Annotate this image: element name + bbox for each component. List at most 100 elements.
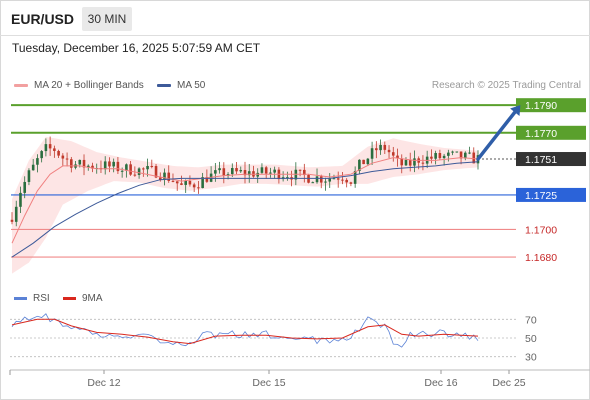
candle-body bbox=[57, 150, 60, 156]
candle-body bbox=[91, 165, 94, 169]
ma20-swatch-icon bbox=[14, 83, 28, 87]
ma50-legend-label: MA 50 bbox=[177, 80, 206, 91]
candle-body bbox=[391, 152, 395, 156]
candle-body bbox=[53, 148, 56, 151]
header-bar: EUR/USD 30 MIN bbox=[0, 0, 590, 36]
candle-body bbox=[434, 153, 437, 159]
price-tag-1.1700: 1.1700 bbox=[525, 224, 557, 236]
header-divider bbox=[0, 35, 590, 36]
datetime-label: Tuesday, December 16, 2025 5:07:59 AM CE… bbox=[12, 41, 261, 55]
candle-body bbox=[214, 170, 217, 174]
candle-body bbox=[264, 167, 268, 174]
rsi-line bbox=[11, 313, 479, 348]
candle-body bbox=[396, 155, 399, 159]
price-tag-box-1.1770 bbox=[516, 125, 586, 140]
price-tag-1.1770: 1.1770 bbox=[525, 128, 557, 140]
candle-body bbox=[10, 219, 14, 222]
price-tag-1.1751: 1.1751 bbox=[525, 154, 557, 166]
candle-body bbox=[86, 165, 90, 168]
rsi-legend-label: RSI bbox=[33, 293, 50, 304]
x-tick-label-3: Dec 25 bbox=[492, 377, 525, 389]
candle-body bbox=[82, 159, 86, 168]
candle-body bbox=[137, 168, 141, 175]
candle-body bbox=[125, 164, 128, 171]
candle-body bbox=[133, 174, 137, 176]
candle-body bbox=[315, 176, 319, 183]
candle-body bbox=[180, 183, 183, 185]
candle-body bbox=[463, 152, 467, 159]
candle-body bbox=[65, 158, 69, 160]
candle-body bbox=[451, 151, 454, 153]
candle-body bbox=[197, 187, 200, 189]
candle-body bbox=[235, 168, 238, 172]
timeframe-button[interactable]: 30 MIN bbox=[82, 7, 132, 31]
candle-body bbox=[61, 155, 65, 159]
symbol-label: EUR/USD bbox=[11, 11, 75, 27]
candle-body bbox=[19, 192, 22, 207]
candle-body bbox=[218, 168, 221, 171]
candle-body bbox=[192, 184, 196, 188]
candle-body bbox=[239, 170, 243, 172]
candle-body bbox=[447, 152, 450, 156]
legend-ma20: MA 20 + Bollinger Bands bbox=[14, 80, 144, 91]
x-tick-label-0: Dec 12 bbox=[87, 377, 120, 389]
candle-body bbox=[459, 151, 463, 159]
candle-body bbox=[387, 149, 391, 153]
candle-body bbox=[319, 176, 323, 183]
candle-body bbox=[222, 168, 226, 176]
candle-body bbox=[366, 158, 370, 165]
x-tick-label-1: Dec 15 bbox=[252, 377, 285, 389]
candle-body bbox=[324, 181, 327, 183]
candle-body bbox=[31, 164, 35, 171]
candle-body bbox=[158, 177, 162, 180]
rsi-swatch-icon bbox=[14, 296, 27, 300]
candle-body bbox=[455, 151, 459, 153]
price-tag-box-1.1751 bbox=[516, 152, 586, 167]
candle-body bbox=[438, 153, 442, 159]
candle-body bbox=[14, 206, 18, 222]
forecast-arrow-line bbox=[476, 110, 517, 161]
candle-body bbox=[353, 171, 357, 184]
x-tick-label-2: Dec 16 bbox=[424, 377, 457, 389]
candle-body bbox=[188, 180, 192, 185]
candle-body bbox=[303, 169, 306, 176]
ma50-swatch-icon bbox=[157, 83, 171, 87]
candle-body bbox=[247, 171, 251, 176]
candle-body bbox=[175, 181, 179, 184]
candle-body bbox=[400, 158, 404, 166]
candle-body bbox=[205, 177, 209, 182]
credit-label: Research © 2025 Trading Central bbox=[431, 80, 581, 91]
candle-body bbox=[154, 166, 158, 178]
rsi-tick-70: 70 bbox=[525, 314, 537, 326]
rsi-tick-50: 50 bbox=[525, 333, 537, 345]
legend-ma50: MA 50 bbox=[157, 80, 205, 91]
candle-body bbox=[404, 160, 408, 166]
candle-body bbox=[36, 158, 39, 165]
candle-body bbox=[345, 179, 348, 183]
candle-body bbox=[120, 170, 124, 172]
candle-body bbox=[383, 144, 387, 150]
candle-body bbox=[442, 155, 446, 159]
ma20-legend-label: MA 20 + Bollinger Bands bbox=[34, 80, 144, 91]
candle-body bbox=[311, 182, 315, 184]
rsi-ma-legend-label: 9MA bbox=[82, 293, 103, 304]
candle-body bbox=[362, 159, 365, 165]
candle-body bbox=[269, 172, 272, 174]
candle-body bbox=[184, 180, 187, 185]
candle-body bbox=[44, 144, 48, 152]
price-tag-box-1.1790 bbox=[516, 98, 586, 113]
candle-body bbox=[286, 177, 289, 179]
candle-body bbox=[201, 177, 204, 189]
candle-body bbox=[150, 165, 154, 167]
candle-body bbox=[78, 159, 82, 165]
candle-body bbox=[468, 152, 471, 154]
candle-body bbox=[408, 160, 412, 166]
candle-body bbox=[70, 159, 73, 168]
candle-body bbox=[27, 170, 31, 182]
candle-body bbox=[298, 169, 302, 171]
candle-body bbox=[328, 178, 332, 182]
candle-body bbox=[112, 161, 115, 167]
price-tag-1.1725: 1.1725 bbox=[525, 190, 557, 202]
rsi-ma-line bbox=[11, 318, 479, 345]
